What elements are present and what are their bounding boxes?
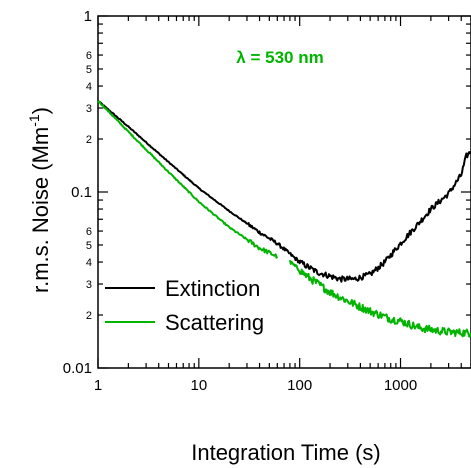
y-minor-tick-label: 2 — [86, 134, 92, 146]
x-tick-label: 1000 — [384, 377, 417, 394]
series-layer — [97, 100, 471, 338]
series-line-scattering-segment-0 — [97, 100, 279, 259]
y-axis-title-close: ) — [28, 107, 53, 114]
x-tick-label: 10 — [190, 377, 207, 394]
y-minor-tick-label: 3 — [86, 103, 92, 115]
legend: Extinction Scattering — [105, 276, 264, 335]
legend-label-scattering: Scattering — [165, 310, 264, 335]
series-line-extinction-segment-0 — [97, 100, 471, 283]
y-tick-label: 0.01 — [63, 360, 92, 377]
x-tick-label: 1 — [94, 377, 102, 394]
legend-label-extinction: Extinction — [165, 276, 260, 301]
y-axis-title-group: r.m.s. Noise (Mm-1) — [26, 107, 53, 293]
y-minor-tick-label: 5 — [86, 64, 92, 76]
y-tick-label: 0.1 — [71, 184, 92, 201]
tick-labels: 1 10 100 1000 0.01 0.1 1 2 3 4 5 6 2 3 4 5 6 — [63, 8, 417, 394]
y-tick-label: 1 — [84, 8, 92, 25]
y-minor-tick-label: 6 — [86, 50, 92, 62]
y-minor-tick-label: 3 — [86, 279, 92, 291]
y-axis-title-superscript: -1 — [26, 114, 42, 127]
y-minor-tick-label: 4 — [86, 257, 92, 269]
x-axis-title: Integration Time (s) — [191, 440, 381, 465]
y-minor-tick-label: 2 — [86, 310, 92, 322]
axis-ticks — [97, 15, 471, 369]
y-axis-title-main: r.m.s. Noise (Mm — [28, 127, 53, 293]
x-tick-label: 100 — [287, 377, 312, 394]
plot-frame — [97, 15, 471, 369]
y-minor-tick-label: 6 — [86, 226, 92, 238]
y-minor-tick-label: 4 — [86, 81, 92, 93]
y-minor-tick-label: 5 — [86, 240, 92, 252]
wavelength-annotation: λ = 530 nm — [236, 48, 323, 67]
series-line-scattering-segment-1 — [288, 259, 471, 338]
y-axis-title: r.m.s. Noise (Mm-1) — [26, 107, 53, 293]
